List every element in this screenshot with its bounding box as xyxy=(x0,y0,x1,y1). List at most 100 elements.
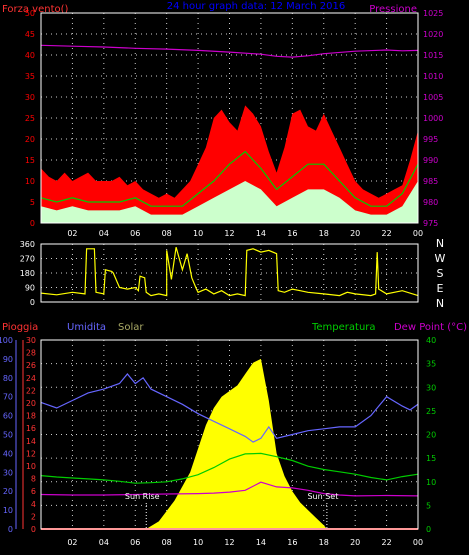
rain-tick-label: 12 xyxy=(26,449,36,458)
wind-tick-label: 45 xyxy=(25,30,35,39)
x-tick-label: 14 xyxy=(256,538,266,547)
pressure-tick-label: 995 xyxy=(423,135,438,144)
rain-tick-label: 28 xyxy=(26,349,36,358)
series-base-area xyxy=(41,181,418,223)
wind-tick-label: 5 xyxy=(30,198,35,207)
x-tick-label: 16 xyxy=(287,229,297,238)
rain-tick-label: 16 xyxy=(26,424,36,433)
wind-tick-label: 20 xyxy=(25,135,35,144)
pressure-tick-label: 1010 xyxy=(423,72,443,81)
series-solar-area xyxy=(146,358,327,529)
direction-series xyxy=(40,247,419,297)
humidity-tick-label: 90 xyxy=(3,355,13,364)
pressure-tick-label: 1025 xyxy=(423,9,443,18)
humidity-tick-label: 10 xyxy=(3,506,13,515)
x-tick-label: 12 xyxy=(224,538,234,547)
rain-tick-label: 18 xyxy=(26,412,36,421)
humidity-tick-label: 0 xyxy=(8,525,13,534)
pressure-tick-label: 1000 xyxy=(423,114,443,123)
x-tick-label: 18 xyxy=(319,229,329,238)
wind-tick-label: 10 xyxy=(25,177,35,186)
rain-tick-label: 4 xyxy=(31,500,36,509)
rain-tick-label: 6 xyxy=(31,487,36,496)
wind-series xyxy=(40,44,419,223)
rain-temp-plot-frame xyxy=(40,339,419,530)
dewpoint-axis-label: Dew Point (°C) xyxy=(394,322,467,333)
x-tick-label: 04 xyxy=(99,229,109,238)
wind-plot-frame xyxy=(40,12,419,224)
pressure-tick-label: 975 xyxy=(423,219,438,228)
pressure-tick-label: 1005 xyxy=(423,93,443,102)
wind-axis-label: Forza vento() xyxy=(2,4,69,15)
humidity-tick-label: 20 xyxy=(3,487,13,496)
temperature-tick-label: 25 xyxy=(426,407,436,416)
x-tick-label: 02 xyxy=(67,229,77,238)
rain-temp-x-axis-ticks: 02 04 06 08 10 12 14 16 18 20 22 00 xyxy=(67,538,423,547)
direction-tick-label: 180 xyxy=(20,269,35,278)
humidity-tick-label: 50 xyxy=(3,431,13,440)
sun-annotations: Sun Rise Sun Set xyxy=(125,492,338,529)
solar-axis-label: Solar xyxy=(118,322,144,333)
pressure-tick-label: 980 xyxy=(423,198,438,207)
temperature-tick-label: 30 xyxy=(426,383,436,392)
rain-tick-label: 24 xyxy=(26,374,36,383)
series-direction-line xyxy=(40,247,419,297)
rain-tick-label: 26 xyxy=(26,361,36,370)
x-tick-label: 08 xyxy=(162,229,172,238)
humidity-tick-label: 60 xyxy=(3,412,13,421)
temperature-tick-label: 0 xyxy=(426,525,431,534)
pressure-tick-label: 990 xyxy=(423,156,438,165)
temperature-tick-label: 15 xyxy=(426,454,436,463)
x-tick-label: 20 xyxy=(350,538,360,547)
sun-annotation-label: Sun Set xyxy=(307,492,338,501)
graph-title: 24 hour graph data: 12 March 2016 xyxy=(167,1,346,12)
wind-tick-label: 30 xyxy=(25,93,35,102)
compass-label: W xyxy=(435,252,446,265)
direction-plot-frame xyxy=(40,243,419,303)
temperature-tick-label: 35 xyxy=(426,360,436,369)
pressure-y-axis-ticks: 975 980 985 990 995 1000 1005 1010 1015 1020 1025 xyxy=(423,9,443,228)
series-dewpoint-line xyxy=(40,481,419,497)
series-average-line xyxy=(40,150,419,207)
direction-tick-label: 360 xyxy=(20,240,35,249)
x-tick-label: 06 xyxy=(130,229,140,238)
rain-tick-label: 22 xyxy=(26,386,36,395)
wind-tick-label: 25 xyxy=(25,114,35,123)
pressure-tick-label: 1020 xyxy=(423,30,443,39)
x-tick-label: 00 xyxy=(413,229,423,238)
wind-tick-label: 35 xyxy=(25,72,35,81)
series-temperature-line xyxy=(40,452,419,484)
compass-label: S xyxy=(437,267,444,280)
rain-tick-label: 8 xyxy=(31,475,36,484)
wind-x-axis-ticks: 02 04 06 08 10 12 14 16 18 20 22 00 xyxy=(67,229,423,238)
x-tick-label: 16 xyxy=(287,538,297,547)
wind-y-axis-ticks: 0 5 10 15 20 25 30 35 40 45 50 xyxy=(25,9,35,228)
x-tick-label: 22 xyxy=(381,538,391,547)
x-tick-label: 20 xyxy=(350,229,360,238)
x-tick-label: 22 xyxy=(381,229,391,238)
compass-label: N xyxy=(436,297,444,310)
temperature-tick-label: 40 xyxy=(426,336,436,345)
pressure-tick-label: 1015 xyxy=(423,51,443,60)
temperature-tick-label: 20 xyxy=(426,431,436,440)
humidity-tick-label: 100 xyxy=(0,336,13,345)
wind-tick-label: 15 xyxy=(25,156,35,165)
direction-y-axis-ticks: 0 90 180 270 360 xyxy=(20,240,35,307)
wind-tick-label: 40 xyxy=(25,51,35,60)
humidity-axis-label: Umidita xyxy=(67,322,106,333)
wind-tick-label: 0 xyxy=(30,219,35,228)
wind-tick-label: 50 xyxy=(25,9,35,18)
x-tick-label: 06 xyxy=(130,538,140,547)
direction-tick-label: 90 xyxy=(25,284,35,293)
x-tick-label: 04 xyxy=(99,538,109,547)
x-tick-label: 12 xyxy=(224,229,234,238)
pressure-axis-label: Pressione xyxy=(369,4,417,15)
compass-label: E xyxy=(437,282,444,295)
rain-tick-label: 10 xyxy=(26,462,36,471)
temperature-tick-label: 10 xyxy=(426,478,436,487)
x-tick-label: 00 xyxy=(413,538,423,547)
humidity-tick-label: 40 xyxy=(3,449,13,458)
